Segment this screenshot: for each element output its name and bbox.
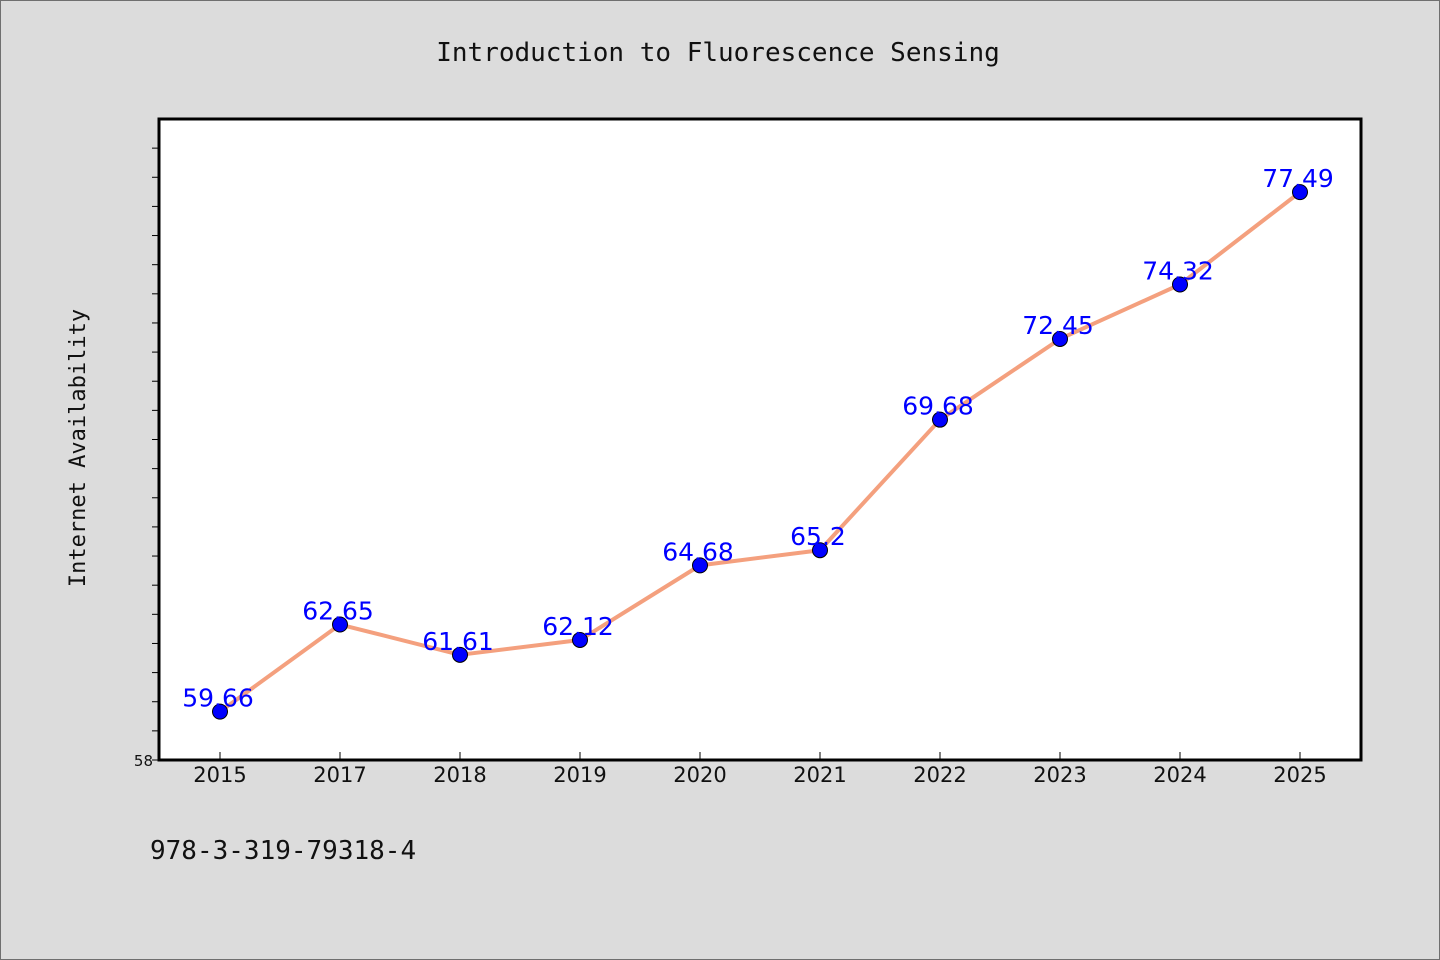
plot-area <box>157 117 1363 762</box>
data-point <box>572 631 588 648</box>
data-label: 64.68 <box>662 537 734 566</box>
data-label: 65.2 <box>790 522 846 551</box>
series-line <box>218 190 1302 714</box>
data-labels: 59.66 62.65 61.61 62.12 64.68 65.2 69.68 72.45 7… <box>182 164 1334 713</box>
data-label: 77.49 <box>1262 164 1334 193</box>
x-tick-label: 2024 <box>1153 763 1206 787</box>
x-tick-label: 2020 <box>673 763 726 787</box>
y-axis-ticks: 58 <box>134 147 159 770</box>
x-tick-label: 2025 <box>1273 763 1326 787</box>
chart-title: Introduction to Fluorescence Sensing <box>436 38 1000 68</box>
data-markers <box>212 184 1308 720</box>
data-label: 74.32 <box>1142 256 1214 285</box>
data-label: 62.12 <box>542 612 614 641</box>
x-tick-label: 2019 <box>553 763 606 787</box>
data-point <box>1172 276 1188 293</box>
x-axis-ticks: 2015 2017 2018 2019 2020 2021 2022 2023 2024 2025 <box>193 752 1327 787</box>
data-point <box>1292 184 1308 201</box>
isbn-footnote: 978-3-319-79318-4 <box>150 836 417 866</box>
data-point <box>332 616 348 633</box>
x-tick-label: 2017 <box>313 763 366 787</box>
data-point <box>452 646 468 663</box>
data-point <box>1052 330 1068 347</box>
x-tick-label: 2015 <box>193 763 246 787</box>
data-point <box>692 557 708 574</box>
y-tick-label: 58 <box>134 752 153 770</box>
data-point <box>812 542 828 559</box>
data-point <box>932 411 948 428</box>
data-label: 72.45 <box>1022 311 1094 340</box>
data-label: 59.66 <box>182 684 254 713</box>
x-tick-label: 2023 <box>1033 763 1086 787</box>
y-axis-label: Internet Availability <box>66 309 91 587</box>
x-tick-label: 2022 <box>913 763 966 787</box>
data-point <box>212 703 228 720</box>
series-line-group <box>218 190 1302 714</box>
data-label: 61.61 <box>422 627 494 656</box>
data-label: 62.65 <box>302 597 374 626</box>
data-label: 69.68 <box>902 392 974 421</box>
x-tick-label: 2021 <box>793 763 846 787</box>
x-tick-label: 2018 <box>433 763 486 787</box>
